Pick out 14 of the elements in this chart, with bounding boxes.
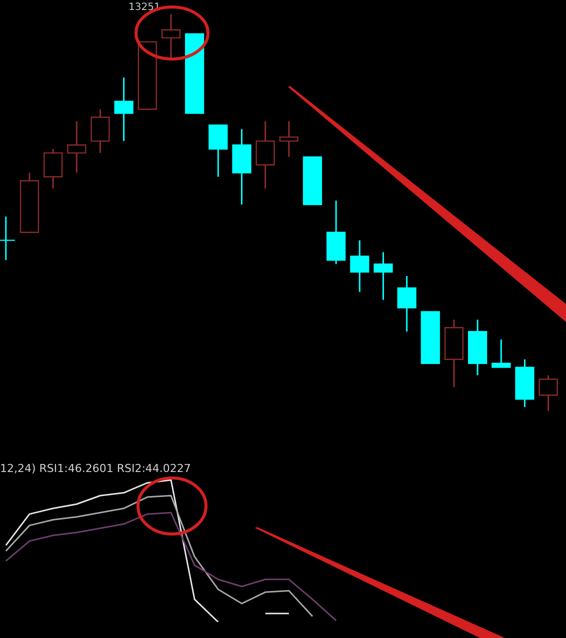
candlestick [350, 240, 370, 293]
candlestick [90, 108, 110, 154]
candlestick [538, 374, 558, 412]
candlestick [161, 13, 181, 58]
candlestick [44, 148, 63, 190]
candlestick [279, 120, 298, 158]
candlestick [67, 120, 86, 174]
candlestick [492, 338, 511, 368]
candlestick [374, 251, 393, 301]
candlestick [114, 76, 134, 142]
candlestick [208, 124, 228, 178]
chart-title: 12,24) RSI1:46.2601 RSI2:44.0227 [0, 462, 191, 475]
candlestick [256, 120, 275, 190]
candlestick [397, 275, 416, 332]
